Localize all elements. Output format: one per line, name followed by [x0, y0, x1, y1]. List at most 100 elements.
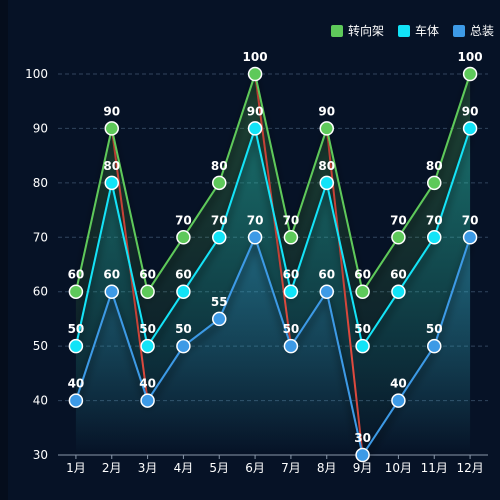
data-label: 30	[354, 431, 371, 445]
data-point	[283, 338, 299, 354]
data-label: 60	[175, 268, 192, 282]
data-point	[176, 284, 191, 299]
series-line	[74, 124, 472, 349]
data-point	[140, 393, 155, 408]
data-point	[104, 284, 119, 299]
data-label: 90	[247, 104, 264, 118]
y-tick-label: 30	[33, 448, 48, 462]
data-label: 55	[211, 295, 228, 309]
data-label: 70	[426, 213, 443, 227]
data-point	[319, 284, 334, 299]
data-point	[462, 121, 478, 136]
y-tick-label: 90	[33, 121, 48, 135]
data-label: 50	[175, 322, 192, 336]
data-point	[247, 121, 263, 136]
legend-swatch	[452, 24, 465, 37]
x-tick-label: 8月	[317, 461, 337, 475]
series-line	[74, 70, 472, 295]
data-label: 50	[139, 322, 156, 336]
data-label: 60	[68, 268, 85, 282]
x-tick-label: 2月	[102, 461, 122, 475]
x-tick-label: 9月	[353, 461, 373, 475]
data-point	[427, 338, 442, 354]
data-point	[391, 393, 406, 408]
data-point	[68, 393, 84, 408]
data-label: 70	[211, 213, 228, 227]
data-point	[247, 230, 263, 245]
data-point	[104, 175, 119, 191]
data-point	[283, 284, 299, 299]
data-label: 70	[247, 213, 264, 227]
legend-item[interactable]: 转向架	[330, 22, 384, 39]
x-tick-label: 1月	[66, 461, 86, 475]
series-line	[74, 234, 472, 458]
data-label: 70	[175, 213, 192, 227]
data-label: 50	[283, 322, 300, 336]
legend-swatch	[330, 24, 343, 37]
x-tick-label: 10月	[385, 461, 412, 475]
data-point	[427, 230, 442, 245]
data-label: 60	[390, 268, 407, 282]
data-point	[355, 284, 370, 299]
data-label: 90	[462, 104, 479, 118]
data-point	[247, 66, 263, 82]
data-label: 80	[103, 159, 120, 173]
y-tick-label: 60	[33, 285, 48, 299]
data-point	[391, 230, 406, 245]
data-label: 40	[139, 377, 156, 391]
legend-label: 转向架	[347, 24, 384, 38]
data-label: 80	[211, 159, 228, 173]
data-label: 60	[354, 268, 371, 282]
data-label: 90	[103, 104, 120, 118]
x-tick-label: 7月	[281, 461, 301, 475]
data-point	[355, 447, 370, 463]
data-point	[176, 230, 191, 245]
x-tick-label: 11月	[421, 461, 448, 475]
x-tick-label: 6月	[245, 461, 265, 475]
data-point	[462, 230, 478, 245]
x-tick-label: 4月	[174, 461, 194, 475]
x-tick-label: 12月	[456, 461, 483, 475]
legend-label: 总装	[469, 24, 494, 38]
data-label: 70	[283, 213, 300, 227]
data-label: 90	[318, 104, 335, 118]
data-point	[319, 121, 334, 136]
data-point	[212, 311, 227, 327]
data-label: 60	[139, 268, 156, 282]
y-tick-label: 100	[25, 67, 48, 81]
legend-item[interactable]: 车体	[397, 22, 439, 39]
data-point	[427, 175, 442, 191]
x-tick-label: 3月	[138, 461, 158, 475]
data-label: 50	[426, 322, 443, 336]
y-tick-label: 50	[33, 339, 48, 353]
chart-legend: 转向架 车体 总装	[330, 22, 494, 39]
data-label: 60	[103, 268, 120, 282]
data-label: 100	[243, 50, 268, 64]
series-area	[75, 237, 471, 455]
data-point	[176, 338, 191, 354]
legend-label: 车体	[414, 24, 439, 38]
data-point	[68, 284, 84, 299]
data-label: 70	[462, 213, 479, 227]
legend-item[interactable]: 总装	[452, 22, 494, 39]
data-point	[283, 230, 299, 245]
y-tick-label: 70	[33, 230, 48, 244]
legend-swatch	[397, 24, 410, 37]
data-label: 40	[68, 377, 85, 391]
data-point	[68, 338, 84, 354]
data-point	[355, 338, 370, 354]
data-point	[140, 284, 155, 299]
data-point	[462, 66, 478, 82]
data-point	[212, 175, 227, 191]
data-label: 40	[390, 377, 407, 391]
data-point	[140, 338, 155, 354]
x-tick-label: 5月	[209, 461, 229, 475]
data-label: 60	[283, 268, 300, 282]
data-point	[391, 284, 406, 299]
data-label: 50	[354, 322, 371, 336]
data-label: 80	[426, 159, 443, 173]
data-label: 80	[318, 159, 335, 173]
data-point	[104, 121, 119, 136]
